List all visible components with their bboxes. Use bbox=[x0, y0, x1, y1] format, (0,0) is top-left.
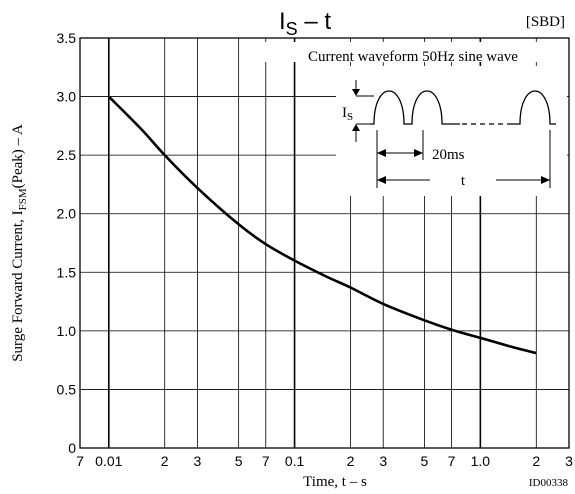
data-curve bbox=[107, 95, 537, 355]
x-tick-label: 0.01 bbox=[95, 453, 122, 469]
x-tick-label: 3 bbox=[565, 453, 573, 469]
caption-background bbox=[252, 42, 567, 62]
plot-frame bbox=[79, 37, 570, 449]
waveform-background bbox=[336, 66, 567, 196]
x-tick-label: 3 bbox=[194, 453, 202, 469]
y-tick-label: 1.5 bbox=[57, 264, 77, 280]
y-axis-label: Surge Forward Current, IFSM(Peak) – A bbox=[10, 124, 29, 362]
y-tick-label: 2.5 bbox=[57, 147, 77, 163]
period-label: 20ms bbox=[432, 147, 465, 163]
y-tick-label: 0.5 bbox=[57, 381, 77, 397]
t-arrowhead-right bbox=[541, 176, 550, 184]
is-arrowhead-top bbox=[352, 89, 360, 96]
x-tick-label: 7 bbox=[76, 453, 84, 469]
x-tick-label: 2 bbox=[347, 453, 355, 469]
y-tick-label: 1.0 bbox=[57, 323, 77, 339]
x-tick-label: 1.0 bbox=[471, 453, 491, 469]
x-tick-label: 7 bbox=[448, 453, 456, 469]
x-axis-label: Time, t – s bbox=[303, 474, 367, 490]
period-arrowhead-left bbox=[377, 149, 386, 157]
y-tick-label: 2.0 bbox=[57, 206, 77, 222]
waveform-last-pulse bbox=[508, 90, 556, 125]
y-tick-label: 3.0 bbox=[57, 89, 77, 105]
x-tick-labels: 7 0.01 2 3 5 7 0.1 2 3 5 7 1.0 2 3 bbox=[76, 453, 573, 469]
surge-current-curve bbox=[107, 95, 537, 355]
waveform-inset: Current waveform 50Hz sine wave IS 20ms … bbox=[308, 49, 556, 189]
period-arrowhead-right bbox=[414, 149, 423, 157]
x-tick-label: 7 bbox=[262, 453, 270, 469]
y-tick-label: 0 bbox=[68, 440, 76, 456]
t-label: t bbox=[461, 173, 466, 189]
x-tick-label: 5 bbox=[421, 453, 429, 469]
is-label: IS bbox=[342, 105, 353, 123]
grid-lines bbox=[80, 38, 569, 448]
x-tick-label: 3 bbox=[379, 453, 387, 469]
x-tick-label: 5 bbox=[235, 453, 243, 469]
x-tick-label: 2 bbox=[532, 453, 540, 469]
chart-tag: [SBD] bbox=[526, 14, 565, 30]
is-arrowhead-bottom bbox=[352, 124, 360, 131]
figure-id: ID00338 bbox=[529, 477, 569, 489]
inset-caption: Current waveform 50Hz sine wave bbox=[308, 49, 518, 65]
inset-background bbox=[252, 42, 567, 196]
x-tick-label: 2 bbox=[161, 453, 169, 469]
x-tick-label: 0.1 bbox=[285, 453, 305, 469]
y-tick-labels: 0 0.5 1.0 1.5 2.0 2.5 3.0 3.5 bbox=[57, 30, 77, 456]
chart-title: IS – t bbox=[279, 8, 331, 39]
t-arrowhead-left bbox=[377, 176, 386, 184]
waveform-pulses bbox=[370, 90, 460, 125]
y-tick-label: 3.5 bbox=[57, 30, 77, 46]
